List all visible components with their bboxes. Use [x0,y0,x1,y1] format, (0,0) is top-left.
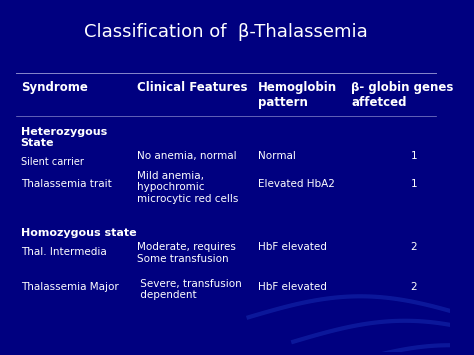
Text: Heterozygous
State: Heterozygous State [21,127,107,148]
Text: β- globin genes
affetced: β- globin genes affetced [351,81,454,109]
Text: 1: 1 [410,151,417,161]
Text: Normal: Normal [257,151,295,161]
Text: Homozygous state: Homozygous state [21,228,137,238]
Text: Silent carrier: Silent carrier [21,157,83,166]
Text: Classification of  β-Thalassemia: Classification of β-Thalassemia [84,23,368,42]
Text: Thal. Intermedia: Thal. Intermedia [21,247,106,257]
Text: 2: 2 [410,242,417,252]
Text: Hemoglobin
pattern: Hemoglobin pattern [257,81,337,109]
Text: HbF elevated: HbF elevated [257,242,327,252]
Text: 2: 2 [410,282,417,292]
Text: 1: 1 [410,179,417,189]
Text: Mild anemia,
hypochromic
microcytic red cells: Mild anemia, hypochromic microcytic red … [137,170,238,204]
Text: Severe, transfusion
 dependent: Severe, transfusion dependent [137,279,242,300]
Text: Elevated HbA2: Elevated HbA2 [257,179,334,189]
Text: Thalassemia Major: Thalassemia Major [21,282,118,292]
Text: Syndrome: Syndrome [21,81,88,94]
Text: HbF elevated: HbF elevated [257,282,327,292]
Text: Clinical Features: Clinical Features [137,81,247,94]
Text: No anemia, normal: No anemia, normal [137,151,237,161]
Text: Moderate, requires
Some transfusion: Moderate, requires Some transfusion [137,242,236,264]
Text: Thalassemia trait: Thalassemia trait [21,179,111,189]
